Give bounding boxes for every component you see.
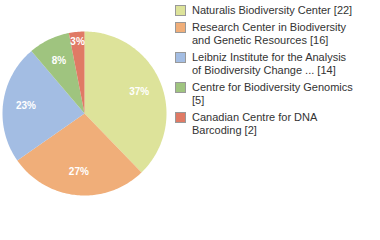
svg-text:37%: 37% xyxy=(129,86,149,97)
html-text:Centre for Biodiversity Genomi: Centre for Biodiversity Genomics [5] xyxy=(192,81,353,106)
html-text:Naturalis Biodiversity Center: Naturalis Biodiversity Center [22] xyxy=(192,4,353,16)
html-text:Canadian Centre for DNA Barcod: Canadian Centre for DNA Barcoding [2] xyxy=(192,111,317,136)
svg-text:27%: 27% xyxy=(69,166,89,177)
svg-text:8%: 8% xyxy=(52,55,67,66)
html-text:Research Center in Biodiversit: Research Center in Biodiversity and Gene… xyxy=(192,21,347,46)
html-text:Leibniz Institute for the Anal: Leibniz Institute for the Analysis of Bi… xyxy=(192,51,347,76)
svg-text:3%: 3% xyxy=(70,36,85,47)
svg-text:23%: 23% xyxy=(16,100,36,111)
